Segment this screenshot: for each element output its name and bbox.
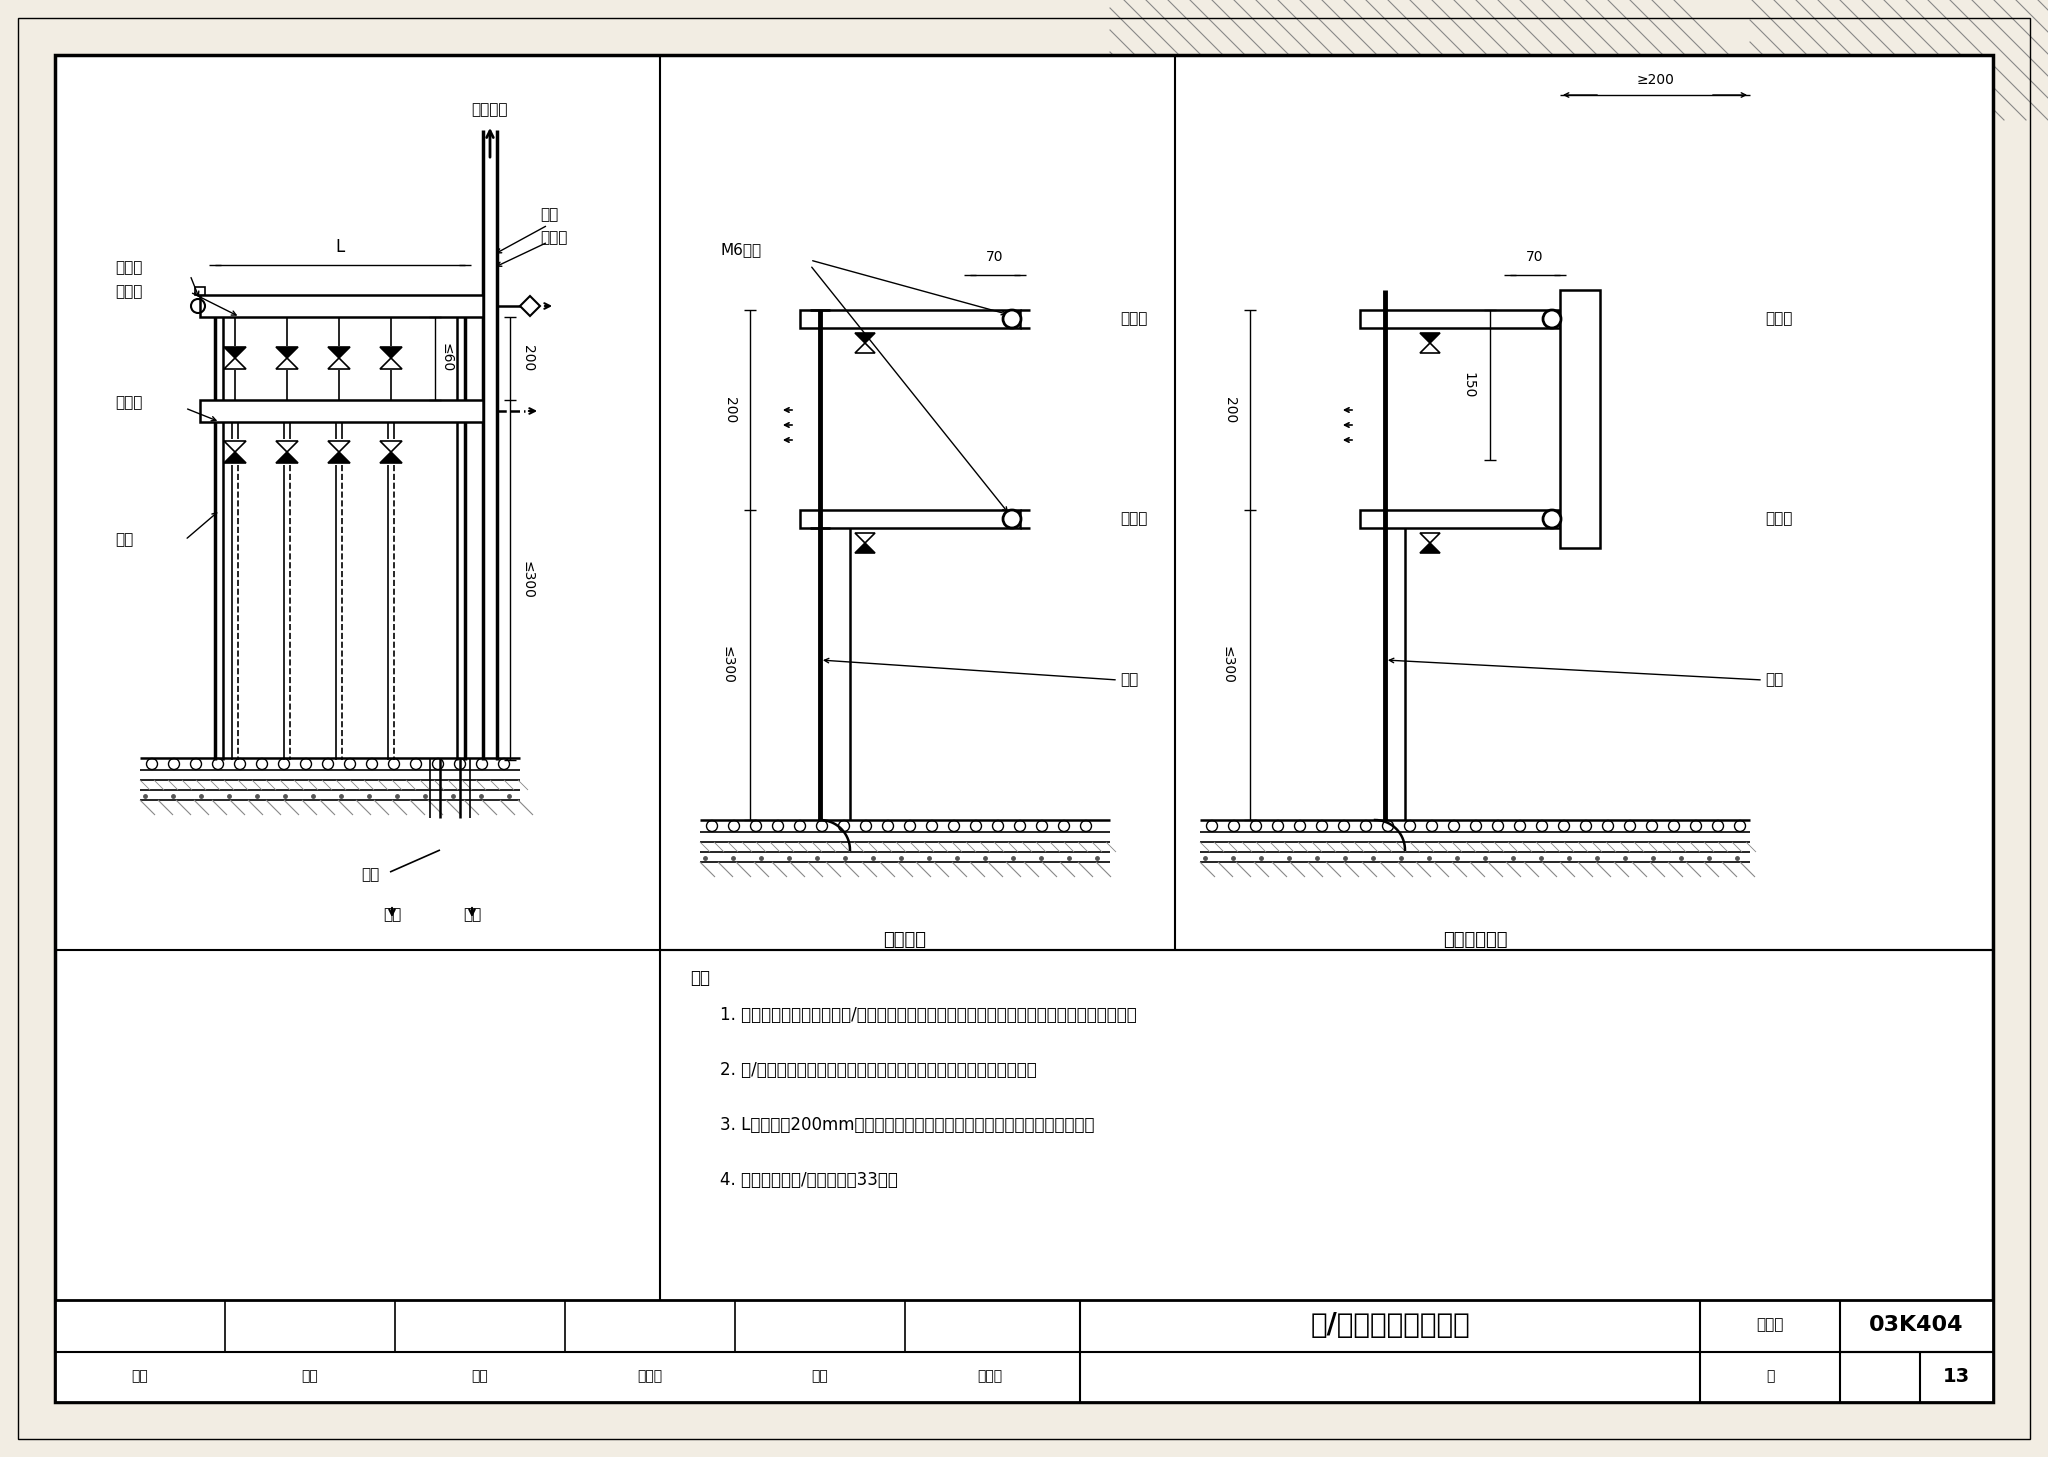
Bar [1561, 119, 1749, 820]
Bar [801, 310, 1020, 328]
Bar [801, 510, 1020, 527]
Text: 张春术: 张春术 [977, 1370, 1004, 1383]
Bar [1020, 119, 1110, 820]
Polygon shape [276, 452, 299, 463]
Bar [1561, 290, 1599, 548]
Text: 13: 13 [1944, 1367, 1970, 1386]
Text: 供暖立管: 供暖立管 [471, 102, 508, 118]
Polygon shape [223, 347, 246, 358]
Text: 设计: 设计 [811, 1370, 827, 1383]
Circle shape [1542, 310, 1561, 328]
Polygon shape [381, 441, 401, 452]
Text: 套管: 套管 [360, 867, 379, 883]
Polygon shape [854, 533, 874, 543]
Text: 图集号: 图集号 [1757, 1317, 1784, 1333]
Text: 分水器: 分水器 [1120, 312, 1147, 326]
Text: 支架嵌墙安装: 支架嵌墙安装 [1442, 931, 1507, 949]
Polygon shape [1419, 342, 1440, 353]
Text: ≥200: ≥200 [1636, 73, 1673, 87]
Text: L: L [336, 237, 344, 256]
Polygon shape [854, 334, 874, 342]
Text: 过滤器: 过滤器 [541, 230, 567, 245]
Text: 2. 分/集水器为支架固定，也可采用拖钉固定方式，嵌墙或筱罩安装。: 2. 分/集水器为支架固定，也可采用拖钉固定方式，嵌墙或筱罩安装。 [721, 1061, 1036, 1080]
Bar [201, 401, 483, 423]
Text: 分水器: 分水器 [1765, 312, 1792, 326]
Text: 集水器: 集水器 [1765, 511, 1792, 526]
Polygon shape [381, 347, 401, 358]
Text: 支架: 支架 [1765, 673, 1784, 688]
Circle shape [1004, 310, 1022, 328]
Polygon shape [854, 342, 874, 353]
Polygon shape [276, 347, 299, 358]
Polygon shape [328, 441, 350, 452]
Polygon shape [223, 358, 246, 369]
Text: 200: 200 [1223, 396, 1237, 423]
Polygon shape [223, 441, 246, 452]
Text: M6锶栓: M6锶栓 [721, 242, 762, 258]
Polygon shape [1419, 533, 1440, 543]
Text: 03K404: 03K404 [1870, 1316, 1964, 1335]
Text: ≤300: ≤300 [721, 645, 735, 683]
Polygon shape [276, 441, 299, 452]
Text: ≤300: ≤300 [520, 561, 535, 599]
Text: 4. 带筱安装的分/集水器见第33页。: 4. 带筱安装的分/集水器见第33页。 [721, 1171, 897, 1189]
Text: 丁氏: 丁氏 [301, 1370, 317, 1383]
Polygon shape [1419, 543, 1440, 554]
Text: 支架: 支架 [1120, 673, 1139, 688]
Polygon shape [381, 358, 401, 369]
Text: 分水器: 分水器 [115, 284, 143, 300]
Text: 150: 150 [1460, 372, 1475, 398]
Text: 李定局: 李定局 [637, 1370, 664, 1383]
Text: 注：: 注： [690, 969, 711, 986]
Text: 200: 200 [723, 396, 737, 423]
Text: 供水: 供水 [463, 908, 481, 922]
Text: 页: 页 [1765, 1370, 1774, 1383]
Polygon shape [328, 452, 350, 463]
Text: 分/集水器安装示意图: 分/集水器安装示意图 [1311, 1311, 1470, 1339]
Polygon shape [276, 358, 299, 369]
Bar [201, 294, 483, 318]
Text: 集水器: 集水器 [115, 395, 143, 411]
Bar [195, 287, 205, 294]
Text: 3. L不宜小于200mm。需设置热量表等装置时，应能满足装置的工作要求。: 3. L不宜小于200mm。需设置热量表等装置时，应能满足装置的工作要求。 [721, 1116, 1094, 1134]
Text: 支架明装: 支架明装 [883, 931, 926, 949]
Text: 70: 70 [987, 251, 1004, 264]
Text: 放气阀: 放气阀 [115, 261, 143, 275]
Polygon shape [223, 452, 246, 463]
Text: 校对: 校对 [471, 1370, 487, 1383]
Text: 1. 与集中供暖系统相连的分/集水器，宜设置过滤器及球阀。管道未经冲洗时，应关闭球阀。: 1. 与集中供暖系统相连的分/集水器，宜设置过滤器及球阀。管道未经冲洗时，应关闭… [721, 1005, 1137, 1024]
Polygon shape [1419, 334, 1440, 342]
Bar [1360, 310, 1561, 328]
Text: 审核: 审核 [131, 1370, 147, 1383]
Text: 回水: 回水 [383, 908, 401, 922]
Polygon shape [328, 358, 350, 369]
Text: ≤60: ≤60 [440, 344, 455, 373]
Bar [1360, 510, 1561, 527]
Circle shape [1542, 510, 1561, 527]
Polygon shape [520, 296, 541, 316]
Text: 支架: 支架 [115, 532, 133, 548]
Polygon shape [854, 543, 874, 554]
Text: 球阀: 球阀 [541, 207, 559, 223]
Circle shape [1004, 510, 1022, 527]
Bar [55, 1300, 1993, 1402]
Polygon shape [328, 347, 350, 358]
Polygon shape [381, 452, 401, 463]
Text: 集水器: 集水器 [1120, 511, 1147, 526]
Text: 200: 200 [520, 345, 535, 372]
Text: ≤300: ≤300 [1221, 645, 1235, 683]
Text: 70: 70 [1526, 251, 1544, 264]
